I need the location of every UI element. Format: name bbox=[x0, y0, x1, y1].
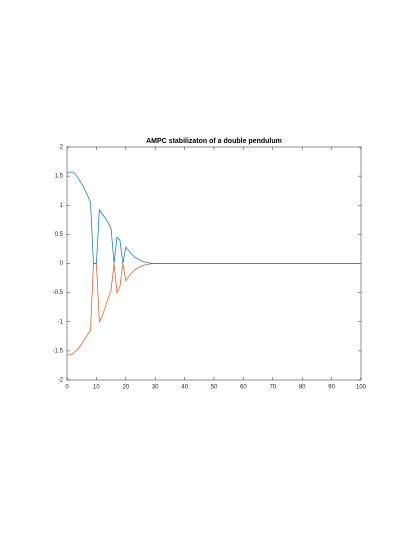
x-tick-label: 20 bbox=[122, 385, 129, 391]
chart-title: AMPC stabilizaton of a double pendulum bbox=[146, 138, 282, 145]
x-tick-label: 100 bbox=[356, 385, 367, 391]
y-tick-label: -1.5 bbox=[53, 348, 64, 354]
x-tick-label: 0 bbox=[65, 385, 69, 391]
series-line bbox=[66, 171, 361, 264]
x-tick-label: 10 bbox=[93, 385, 100, 391]
x-tick-label: 80 bbox=[299, 385, 306, 391]
y-tick-label: 0 bbox=[60, 261, 64, 267]
x-tick-label: 30 bbox=[152, 385, 159, 391]
y-tick-label: 1.5 bbox=[55, 174, 64, 180]
series-line bbox=[67, 263, 361, 356]
y-tick-label: 0.5 bbox=[55, 232, 64, 238]
y-tick-label: -2 bbox=[58, 378, 64, 384]
y-tick-label: -0.5 bbox=[53, 290, 64, 296]
y-tick-label: 1 bbox=[60, 203, 64, 209]
x-tick-label: 70 bbox=[269, 385, 276, 391]
y-tick-label: 2 bbox=[60, 145, 64, 151]
x-tick-label: 40 bbox=[181, 385, 188, 391]
y-tick-label: -1 bbox=[58, 319, 64, 325]
x-tick-label: 60 bbox=[240, 385, 247, 391]
x-tick-label: 90 bbox=[328, 385, 335, 391]
x-tick-label: 50 bbox=[211, 385, 218, 391]
